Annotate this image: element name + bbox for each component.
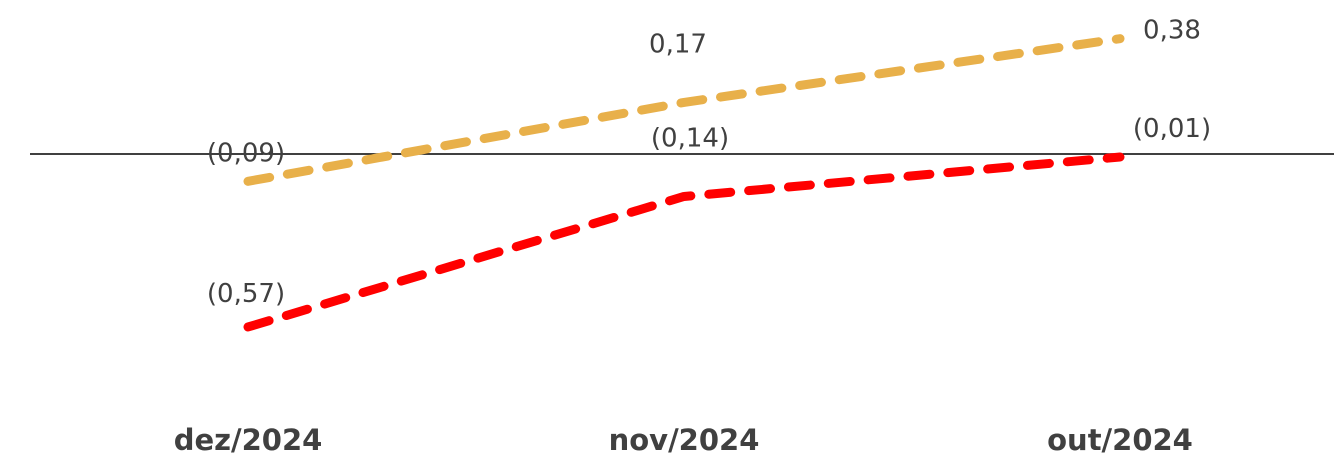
series-line-1 bbox=[243, 34, 1125, 186]
data-label-series-2-1: (0,57) bbox=[207, 279, 285, 309]
series-layer bbox=[243, 34, 1125, 332]
data-label-series-1-3: 0,38 bbox=[1143, 16, 1201, 46]
x-axis-tick-labels: dez/2024 nov/2024 out/2024 bbox=[174, 423, 1193, 457]
data-label-series-1-1: (0,09) bbox=[207, 138, 285, 168]
data-label-series-2-2: (0,14) bbox=[651, 123, 729, 153]
data-label-series-1-2: 0,17 bbox=[649, 29, 707, 59]
data-label-layer: (0,09) 0,17 0,38 (0,57) (0,14) (0,01) bbox=[207, 16, 1211, 309]
x-tick-label-3: out/2024 bbox=[1047, 423, 1193, 457]
data-label-series-2-3: (0,01) bbox=[1133, 114, 1211, 144]
x-tick-label-2: nov/2024 bbox=[609, 423, 760, 457]
series-line-2 bbox=[243, 152, 1125, 332]
x-tick-label-1: dez/2024 bbox=[174, 423, 323, 457]
